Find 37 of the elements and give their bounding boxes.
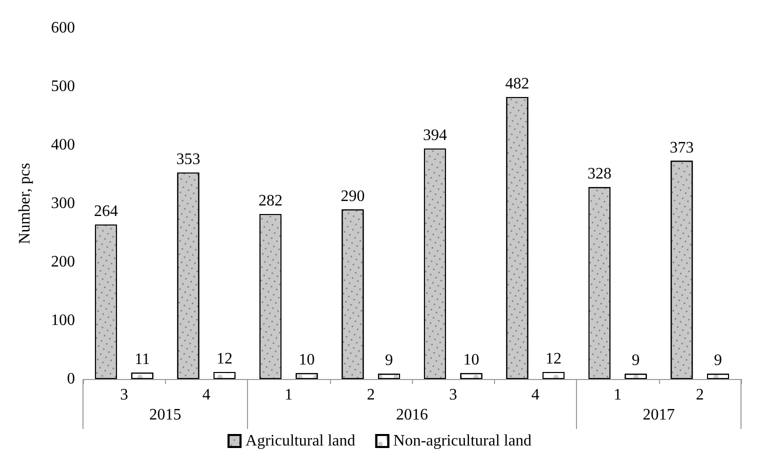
x-tick-label: 2	[696, 386, 704, 404]
x-tick-label: 4	[202, 386, 210, 404]
data-label: 290	[340, 188, 365, 205]
text: 2016	[396, 406, 428, 424]
text: 2015	[149, 406, 182, 424]
data-label: 10	[463, 352, 480, 369]
y-axis-title: Number, pcs	[16, 162, 34, 244]
x-tick-label: 1	[614, 386, 622, 404]
y-tick-label: 600	[51, 20, 75, 36]
data-label: 11	[134, 351, 150, 368]
data-label: 328	[587, 166, 612, 183]
data-label: 394	[422, 127, 447, 144]
x-tick-label: 3	[120, 386, 128, 404]
data-label: 482	[505, 76, 530, 93]
y-tick-label: 100	[51, 312, 75, 329]
y-tick-label: 200	[51, 254, 75, 270]
text: 2017	[642, 406, 675, 424]
y-tick-label: 300	[51, 195, 75, 212]
data-label: 10	[298, 352, 315, 369]
y-tick-label: 500	[51, 78, 75, 95]
data-label: 264	[94, 203, 118, 220]
data-label: 282	[258, 192, 282, 210]
x-tick-label: 1	[284, 386, 293, 404]
x-tick-label: 4	[531, 386, 540, 404]
legend-label: Agricultural land	[246, 432, 356, 450]
data-label: 12	[546, 350, 562, 368]
x-tick-label: 2	[366, 386, 375, 404]
y-tick-label: 400	[51, 136, 75, 154]
data-label: 9	[385, 352, 394, 370]
data-label: 373	[670, 139, 694, 156]
data-label: 12	[216, 350, 233, 368]
legend-label: Non-agricultural land	[393, 432, 532, 450]
data-label: 9	[714, 352, 722, 370]
x-tick-label: 3	[449, 386, 458, 404]
y-tick-label: 0	[67, 370, 75, 388]
data-label: 9	[632, 352, 640, 370]
data-label: 353	[176, 150, 200, 168]
